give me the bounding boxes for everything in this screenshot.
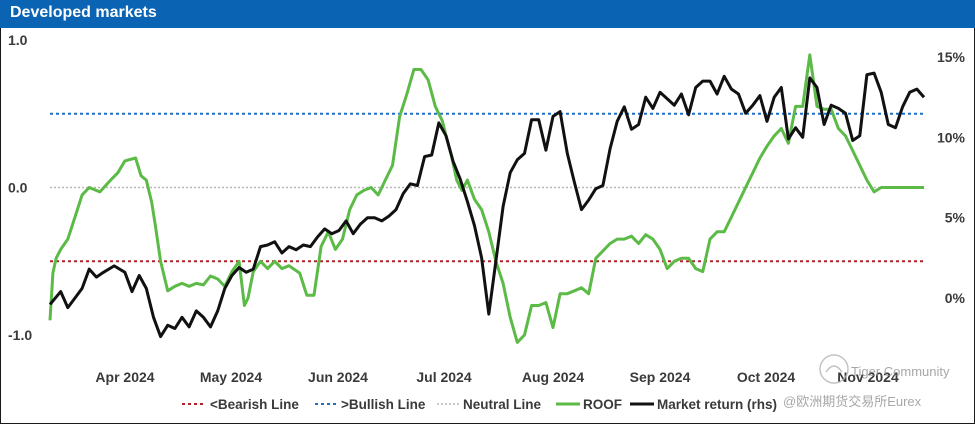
left-tick-label: 1.0 — [8, 32, 28, 48]
x-tick-label: May 2024 — [200, 369, 262, 385]
market-return-series-line — [48, 71, 926, 339]
right-tick-label: 0% — [945, 290, 966, 306]
x-tick-label: Oct 2024 — [737, 369, 796, 385]
legend: <Bearish Line >Bullish Line Neutral Line… — [182, 397, 777, 412]
legend-market-label: Market return (rhs) — [657, 397, 777, 412]
title-bar: Developed markets — [0, 0, 975, 28]
x-tick-label: Sep 2024 — [630, 369, 691, 385]
right-tick-label: 10% — [937, 129, 966, 145]
legend-neutral-label: Neutral Line — [463, 397, 542, 412]
right-tick-label: 15% — [937, 49, 966, 65]
x-tick-label: Jul 2024 — [416, 369, 471, 385]
x-tick-label: Apr 2024 — [95, 369, 154, 385]
watermark-handle: @欧洲期货交易所Eurex — [783, 394, 922, 409]
right-tick-label: 5% — [945, 210, 966, 226]
legend-bullish-label: >Bullish Line — [341, 397, 426, 412]
x-tick-label: Aug 2024 — [522, 369, 584, 385]
watermark: Tiger Community @欧洲期货交易所Eurex — [783, 354, 950, 409]
left-tick-label: 0.0 — [8, 180, 28, 196]
x-tick-label: Nov 2024 — [837, 369, 899, 385]
left-tick-label: -1.0 — [8, 327, 32, 343]
watermark-community: Tiger Community — [851, 364, 950, 379]
tiger-logo-icon — [819, 354, 849, 384]
legend-bearish-label: <Bearish Line — [210, 397, 299, 412]
legend-roof-label: ROOF — [583, 397, 622, 412]
x-tick-label: Jun 2024 — [308, 369, 368, 385]
chart-title: Developed markets — [10, 4, 157, 21]
roof-series-line — [48, 53, 924, 344]
